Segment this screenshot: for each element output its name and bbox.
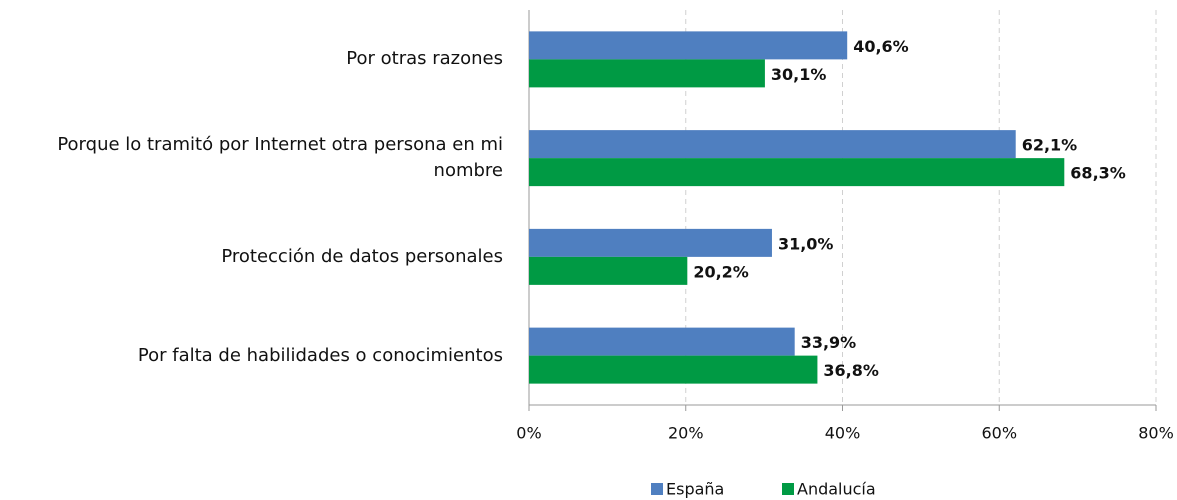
value-label: 30,1% (771, 65, 827, 84)
x-tick-label: 60% (981, 424, 1017, 443)
category-label: Por falta de habilidades o conocimientos (137, 344, 503, 366)
bar (529, 130, 1016, 159)
bar (529, 355, 818, 384)
bar (529, 31, 848, 60)
category-label: Porque lo tramitó por Internet otra pers… (57, 134, 503, 182)
category-label: Protección de datos personales (221, 245, 503, 267)
bar (529, 327, 795, 356)
category-label: Por otras razones (346, 48, 503, 70)
x-tick-label: 40% (825, 424, 861, 443)
x-tick-label: 80% (1138, 424, 1174, 443)
legend-swatch (651, 483, 663, 495)
value-label: 31,0% (778, 234, 834, 253)
legend-label: España (666, 480, 724, 499)
value-label: 68,3% (1070, 164, 1126, 183)
x-tick-label: 20% (668, 424, 704, 443)
value-label: 62,1% (1022, 136, 1078, 155)
bar (529, 256, 688, 285)
value-label: 40,6% (853, 37, 909, 56)
value-label: 36,8% (823, 361, 879, 380)
value-label: 20,2% (693, 262, 749, 281)
bar (529, 158, 1065, 187)
bar (529, 228, 772, 257)
value-label: 33,9% (801, 333, 857, 352)
x-tick-label: 0% (516, 424, 541, 443)
bar (529, 59, 765, 88)
legend-swatch (782, 483, 794, 495)
legend-label: Andalucía (797, 480, 876, 499)
